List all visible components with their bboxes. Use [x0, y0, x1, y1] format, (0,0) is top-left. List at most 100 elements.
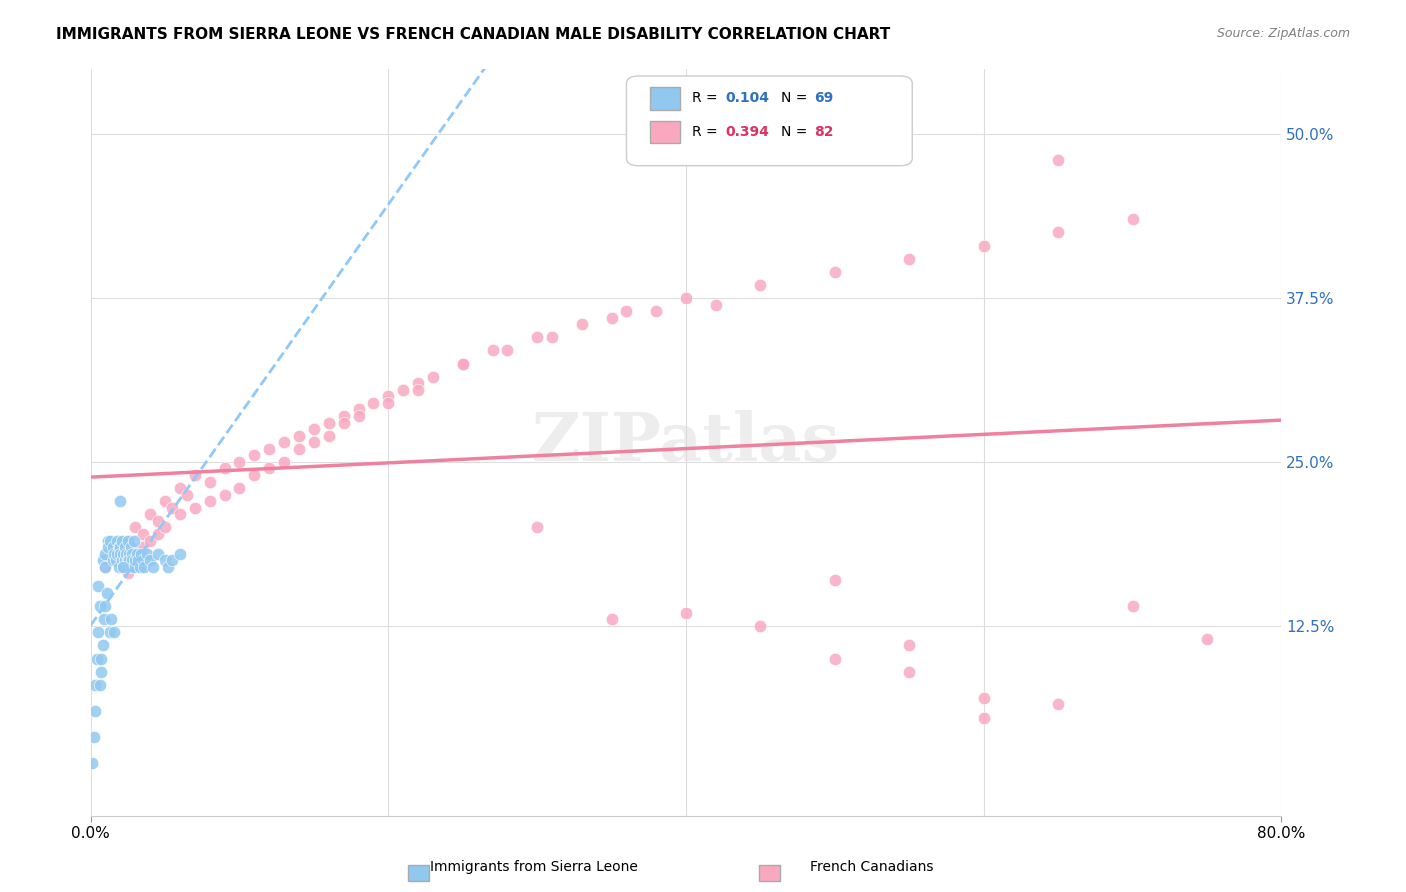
Point [121, 553, 143, 567]
Point [526, 330, 548, 344]
Point [146, 527, 169, 541]
Point [526, 520, 548, 534]
Point [82, 756, 104, 771]
Point [898, 639, 921, 653]
Text: Source: ZipAtlas.com: Source: ZipAtlas.com [1216, 27, 1350, 40]
Point [89, 678, 111, 692]
Point [87, 625, 110, 640]
Point [1047, 698, 1070, 712]
Point [600, 612, 623, 626]
Point [108, 540, 131, 554]
Point [117, 533, 139, 548]
Point [616, 304, 638, 318]
Point [87, 579, 110, 593]
Text: Immigrants from Sierra Leone: Immigrants from Sierra Leone [430, 860, 638, 874]
Point [93, 612, 115, 626]
Text: 0.104: 0.104 [725, 91, 769, 105]
Text: N =: N = [782, 125, 813, 139]
Point [94, 599, 117, 613]
Point [184, 468, 207, 483]
Point [318, 416, 340, 430]
Point [115, 547, 138, 561]
Point [90, 665, 112, 679]
Point [146, 547, 169, 561]
Point [451, 357, 474, 371]
Point [91, 639, 114, 653]
Point [101, 553, 124, 567]
Point [127, 553, 149, 567]
Point [273, 435, 295, 450]
Point [156, 559, 179, 574]
Point [288, 428, 311, 442]
Point [134, 559, 156, 574]
Point [101, 540, 124, 554]
Point [142, 559, 165, 574]
Point [153, 520, 176, 534]
Point [84, 678, 107, 692]
Point [749, 277, 772, 292]
Point [571, 317, 593, 331]
Text: IMMIGRANTS FROM SIERRA LEONE VS FRENCH CANADIAN MALE DISABILITY CORRELATION CHAR: IMMIGRANTS FROM SIERRA LEONE VS FRENCH C… [56, 27, 890, 42]
Point [110, 494, 132, 508]
Point [117, 533, 139, 548]
Point [214, 488, 236, 502]
Point [103, 625, 125, 640]
Point [112, 547, 135, 561]
Point [146, 514, 169, 528]
Point [332, 416, 354, 430]
Point [1122, 599, 1144, 613]
Text: French Canadians: French Canadians [810, 860, 934, 874]
Point [120, 559, 142, 574]
Point [110, 547, 132, 561]
Point [302, 435, 325, 450]
Point [91, 553, 114, 567]
Point [96, 586, 118, 600]
Point [110, 540, 132, 554]
Point [122, 559, 145, 574]
Point [243, 448, 266, 462]
Point [132, 540, 155, 554]
Point [94, 559, 117, 574]
Point [1047, 226, 1070, 240]
Point [84, 704, 107, 718]
Point [90, 651, 112, 665]
Point [103, 547, 125, 561]
Point [481, 343, 503, 358]
Point [675, 291, 697, 305]
Point [169, 481, 191, 495]
Point [94, 547, 117, 561]
Point [600, 310, 623, 325]
Point [153, 553, 176, 567]
Point [139, 553, 162, 567]
Point [162, 553, 184, 567]
Point [117, 559, 139, 574]
Point [824, 651, 846, 665]
Point [118, 547, 141, 561]
Point [824, 573, 846, 587]
Point [117, 566, 139, 581]
Point [100, 612, 122, 626]
Point [257, 442, 280, 456]
Point [94, 559, 117, 574]
Point [422, 369, 444, 384]
Point [377, 389, 399, 403]
Point [243, 468, 266, 483]
Point [132, 527, 155, 541]
Point [136, 547, 159, 561]
Point [128, 559, 150, 574]
Point [112, 559, 135, 574]
Point [114, 540, 136, 554]
Point [347, 402, 370, 417]
Point [124, 553, 146, 567]
Point [675, 606, 697, 620]
Point [898, 665, 921, 679]
Text: 82: 82 [814, 125, 834, 139]
Point [347, 409, 370, 423]
Point [273, 455, 295, 469]
Text: 69: 69 [814, 91, 834, 105]
Point [139, 508, 162, 522]
Point [121, 547, 143, 561]
Text: N =: N = [782, 91, 813, 105]
Point [198, 494, 221, 508]
Point [392, 383, 415, 397]
